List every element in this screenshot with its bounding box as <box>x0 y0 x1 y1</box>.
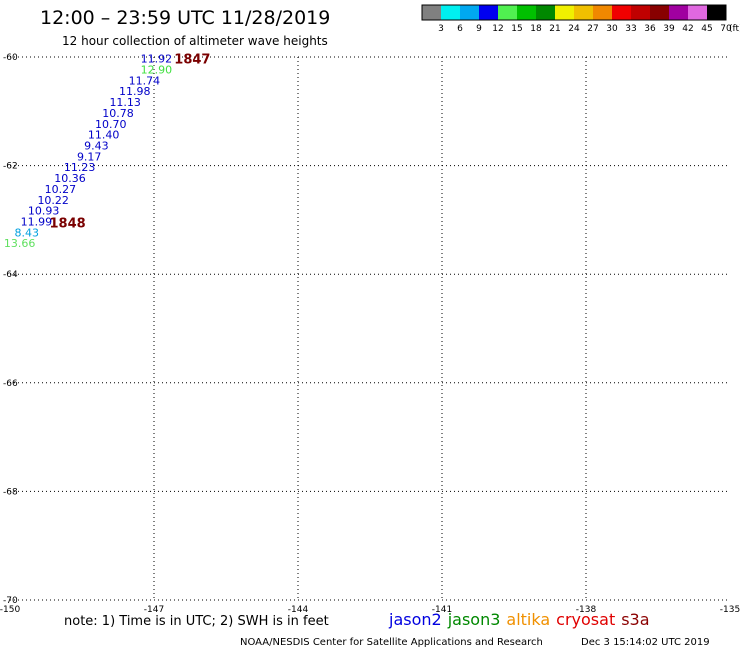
pass-number-label: 1848 <box>50 217 86 232</box>
colorbar-tick-label: 12 <box>492 24 503 34</box>
y-axis-ticks: -60 -62 -64 -66 -68 -70 <box>3 53 18 606</box>
colorbar-swatch <box>707 5 726 20</box>
colorbar-swatch <box>631 5 650 20</box>
wave-height-label: 11.23 <box>64 161 96 174</box>
y-tick-label: -60 <box>3 53 18 63</box>
wave-height-label: 12.90 <box>141 63 173 76</box>
colorbar-tick-label: 39 <box>663 24 675 34</box>
wave-height-label: 10.93 <box>28 205 60 218</box>
pass-labels: 1847 1848 <box>50 53 211 232</box>
colorbar-tick-label: 45 <box>701 24 712 34</box>
colorbar-swatch <box>593 5 612 20</box>
x-tick-label: -144 <box>288 605 309 615</box>
wave-height-label: 9.17 <box>77 150 102 163</box>
colorbar-tick-label: 33 <box>625 24 636 34</box>
y-tick-label: -68 <box>3 487 18 497</box>
satellite-altika: altika <box>506 610 550 629</box>
wave-height-label: 11.98 <box>119 85 151 98</box>
colorbar-swatch <box>460 5 479 20</box>
colorbar-swatch <box>517 5 536 20</box>
colorbar-tick-label: 70 <box>720 24 732 34</box>
colorbar-tick-label: 15 <box>511 24 522 34</box>
satellite-cryosat: cryosat <box>556 610 615 629</box>
colorbar-tick-label: 42 <box>682 24 693 34</box>
colorbar-tick-label: 27 <box>587 24 598 34</box>
wave-height-label: 10.36 <box>54 172 86 185</box>
wave-height-label: 11.92 <box>141 53 173 66</box>
wave-height-label: 8.43 <box>15 226 40 239</box>
pass-number-label: 1847 <box>174 53 210 68</box>
y-tick-label: -66 <box>3 379 18 389</box>
x-tick-label: -150 <box>0 605 20 615</box>
colorbar-swatch <box>422 5 441 20</box>
chart-title: 12:00 – 23:59 UTC 11/28/2019 <box>40 7 330 29</box>
footer-credit: NOAA/NESDIS Center for Satellite Applica… <box>240 637 543 648</box>
wave-height-label: 10.70 <box>95 118 127 131</box>
footer-timestamp: Dec 3 15:14:02 UTC 2019 <box>581 637 710 648</box>
wave-height-points: 11.9212.9011.7411.9811.1310.7810.7011.40… <box>4 53 172 251</box>
wave-height-label: 11.13 <box>109 96 141 109</box>
satellite-s3a: s3a <box>621 610 649 629</box>
y-tick-label: -62 <box>3 162 18 172</box>
colorbar-swatch <box>650 5 669 20</box>
colorbar-tick-label: 6 <box>457 24 463 34</box>
wave-height-label: 10.78 <box>102 107 134 120</box>
colorbar-swatch <box>574 5 593 20</box>
y-tick-label: -64 <box>3 270 18 280</box>
colorbar-swatch <box>669 5 688 20</box>
x-tick-label: -135 <box>720 605 740 615</box>
y-tick-label: -70 <box>3 596 18 606</box>
colorbar-swatch <box>612 5 631 20</box>
colorbar-tick-label: 30 <box>606 24 618 34</box>
colorbar-swatch <box>441 5 460 20</box>
colorbar-tick-label: 3 <box>438 24 444 34</box>
satellite-jason3: jason3 <box>447 610 501 629</box>
colorbar-tick-label: 21 <box>549 24 560 34</box>
units-note: note: 1) Time is in UTC; 2) SWH is in fe… <box>64 614 329 629</box>
wave-height-label: 10.27 <box>45 183 77 196</box>
chart-subtitle: 12 hour collection of altimeter wave hei… <box>62 34 328 48</box>
gridlines <box>10 56 730 601</box>
wave-height-label: 13.66 <box>4 237 36 250</box>
colorbar-unit: (ft) <box>729 24 740 34</box>
satellite-jason2: jason2 <box>388 610 442 629</box>
colorbar-swatch <box>498 5 517 20</box>
colorbar-tick-label: 9 <box>476 24 482 34</box>
wave-height-label: 10.22 <box>37 194 69 207</box>
colorbar-frame <box>421 4 727 21</box>
colorbar-tick-label: 24 <box>568 24 580 34</box>
colorbar-swatch <box>536 5 555 20</box>
colorbar-tick-label: 36 <box>644 24 656 34</box>
colorbar-tick-label: 18 <box>530 24 542 34</box>
colorbar-swatch <box>688 5 707 20</box>
x-tick-label: -138 <box>576 605 597 615</box>
wave-height-label: 11.74 <box>129 74 161 87</box>
x-tick-label: -141 <box>432 605 452 615</box>
wave-height-label: 11.99 <box>21 216 53 229</box>
colorbar-swatch <box>555 5 574 20</box>
colorbar-swatch <box>479 5 498 20</box>
x-tick-label: -147 <box>144 605 164 615</box>
x-axis-ticks: -150 -147 -144 -141 -138 -135 <box>0 605 740 615</box>
wave-height-label: 9.43 <box>84 140 109 153</box>
satellite-legend: jason2 jason3 altika cryosat s3a <box>388 610 650 629</box>
wave-height-label: 11.40 <box>88 129 120 142</box>
